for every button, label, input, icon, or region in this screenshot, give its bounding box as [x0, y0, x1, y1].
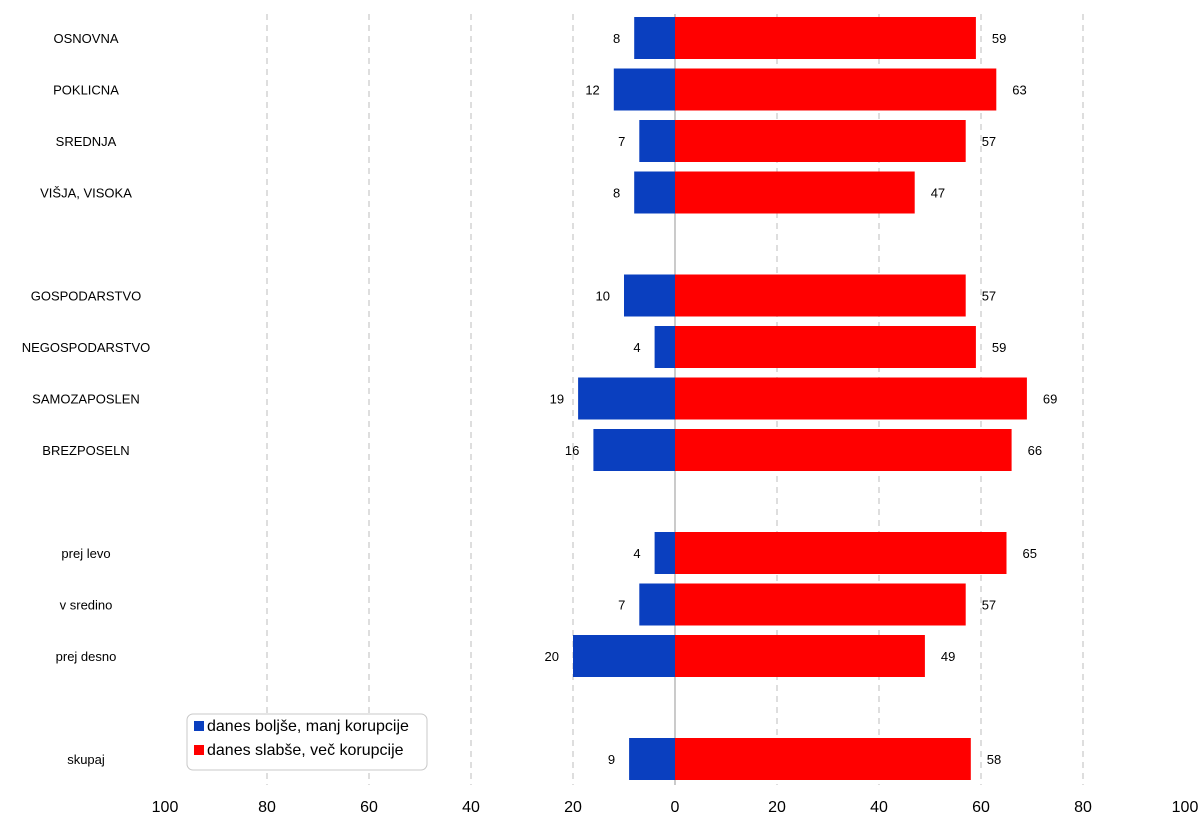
bar-better [654, 326, 675, 368]
legend: danes boljše, manj korupcije danes slabše… [186, 713, 428, 771]
value-label-better: 12 [585, 83, 599, 98]
value-label-better: 7 [618, 598, 625, 613]
bar-worse [675, 17, 976, 59]
value-label-better: 8 [613, 186, 620, 201]
x-tick-label: 100 [152, 799, 179, 816]
category-label: prej desno [56, 649, 117, 664]
value-label-better: 9 [608, 752, 615, 767]
value-label-worse: 59 [992, 340, 1006, 355]
x-tick-label: 20 [768, 799, 786, 816]
bar-worse [675, 429, 1012, 471]
bar-better [573, 635, 675, 677]
category-label: v sredino [60, 598, 113, 613]
value-labels: 8 59 12 63 7 57 8 47 10 57 4 59 19 69 16 66 4 65 7 57 20 49 9 5… [545, 31, 1058, 767]
value-label-better: 20 [545, 649, 559, 664]
x-tick-label: 40 [870, 799, 888, 816]
bar-better [593, 429, 675, 471]
bar-better [629, 738, 675, 780]
value-label-worse: 49 [941, 649, 955, 664]
bar-better [624, 274, 675, 317]
category-label: GOSPODARSTVO [31, 289, 142, 304]
bar-worse [675, 120, 966, 162]
value-label-better: 19 [550, 392, 564, 407]
legend-label: danes boljše, manj korupcije [207, 718, 409, 735]
bar-better [639, 583, 675, 626]
bar-worse [675, 171, 915, 214]
category-label: POKLICNA [53, 83, 119, 98]
value-label-worse: 57 [982, 598, 996, 613]
legend-label: danes slabše, več korupcije [207, 742, 404, 759]
value-label-worse: 65 [1023, 546, 1037, 561]
category-label: VIŠJA, VISOKA [40, 186, 132, 201]
x-tick-label: 20 [564, 799, 582, 816]
category-labels: OSNOVNA POKLICNA SREDNJA VIŠJA, VISOKA GOSPO… [22, 31, 151, 767]
bar-worse [675, 326, 976, 368]
category-label: BREZPOSELN [42, 443, 129, 458]
bar-better [578, 377, 675, 420]
category-label: SAMOZAPOSLEN [32, 392, 140, 407]
x-tick-label: 60 [360, 799, 378, 816]
bar-worse [675, 377, 1027, 420]
bar-worse [675, 274, 966, 317]
x-tick-label: 80 [1074, 799, 1092, 816]
value-label-better: 7 [618, 134, 625, 149]
x-tick-label: 80 [258, 799, 276, 816]
bar-worse [675, 68, 997, 111]
category-label: SREDNJA [56, 134, 117, 149]
value-label-worse: 69 [1043, 392, 1057, 407]
x-tick-label: 60 [972, 799, 990, 816]
bar-worse [675, 738, 971, 780]
x-axis-ticks: 100 80 60 40 20 0 20 40 60 80 100 [152, 799, 1199, 816]
value-label-worse: 57 [982, 134, 996, 149]
legend-box [186, 713, 428, 771]
category-label: OSNOVNA [53, 31, 118, 46]
category-label: NEGOSPODARSTVO [22, 340, 151, 355]
bar-better [613, 68, 675, 111]
bar-better [654, 532, 675, 574]
bar-better [639, 120, 675, 162]
value-label-better: 8 [613, 31, 620, 46]
legend-swatch [194, 745, 204, 755]
value-label-worse: 63 [1012, 83, 1026, 98]
x-tick-label: 0 [671, 799, 680, 816]
bar-worse [675, 583, 966, 626]
bar-worse [675, 532, 1007, 574]
category-label: skupaj [67, 752, 105, 767]
category-label: prej levo [61, 546, 110, 561]
value-label-worse: 59 [992, 31, 1006, 46]
value-label-better: 10 [596, 289, 610, 304]
value-label-better: 4 [633, 546, 640, 561]
bar-better [634, 17, 675, 59]
bars [573, 17, 1027, 780]
value-label-worse: 57 [982, 289, 996, 304]
x-tick-label: 40 [462, 799, 480, 816]
value-label-better: 4 [633, 340, 640, 355]
value-label-worse: 66 [1028, 443, 1042, 458]
legend-swatch [194, 721, 204, 731]
bar-better [634, 171, 675, 214]
value-label-better: 16 [565, 443, 579, 458]
x-tick-label: 100 [1172, 799, 1199, 816]
value-label-worse: 47 [931, 186, 945, 201]
bar-worse [675, 635, 925, 677]
value-label-worse: 58 [987, 752, 1001, 767]
